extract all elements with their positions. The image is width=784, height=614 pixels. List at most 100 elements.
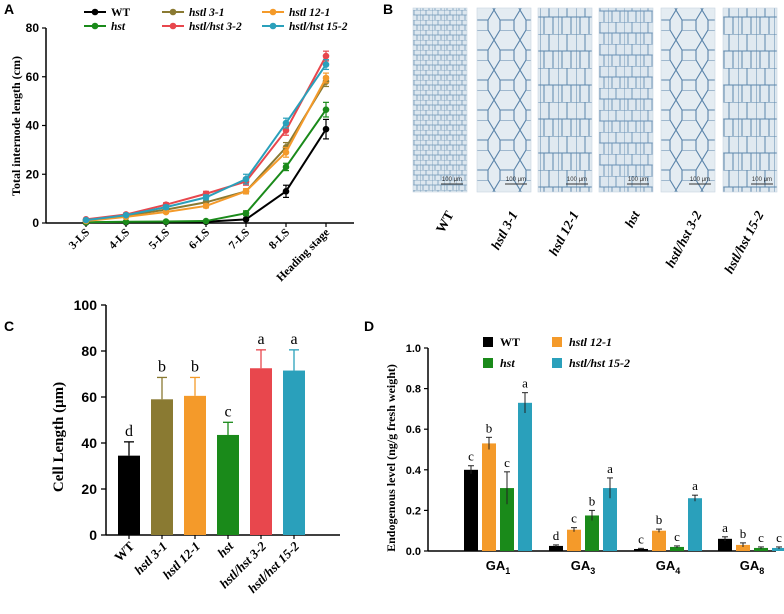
panel-a-x-tick-label: 6-LS (187, 227, 212, 252)
panel-d-bar (518, 402, 532, 551)
panel-d-x-tick-label-subscript: 8 (759, 566, 764, 576)
panel-a-line-chart: Total internode length (cm) 0 20 40 60 80 3-L… (9, 7, 354, 284)
panel-d-bar (603, 488, 617, 551)
panel-a-legend-label: hstl/hst 3-2 (189, 21, 242, 33)
micrograph-frame (537, 7, 593, 193)
panel-a-data-point (242, 188, 250, 195)
panel-c-significance-letter: a (290, 331, 297, 348)
panel-c-bar (217, 434, 239, 535)
panel-a-y-tick-label: 80 (26, 21, 40, 35)
panel-c-significance-letter: c (224, 403, 231, 420)
panel-c-x-tick-label: hstl 12-1 (160, 539, 204, 583)
panel-a-data-point (162, 203, 170, 211)
panel-a-data-point (322, 125, 330, 133)
panel-a-legend-swatch-dot (269, 8, 277, 16)
panel-d-group-ga3: dcb a GA3 (549, 461, 617, 576)
panel-d-x-tick-label-subscript: 4 (675, 566, 680, 576)
panel-c-significance-letter: b (158, 358, 166, 375)
panel-d-x-tick-label: GA4 (656, 558, 681, 576)
micrograph-frame (722, 7, 778, 193)
panel-d-bar (500, 488, 514, 551)
panel-a-data-point (322, 61, 330, 68)
micrograph-image (413, 8, 467, 192)
panel-c-bar (250, 368, 272, 535)
panel-a-x-tick-label: 5-LS (147, 227, 172, 252)
panel-a-data-point (82, 216, 90, 224)
micrograph-hstl-12-1: 100 μm hstl 12-1 (537, 7, 593, 258)
panel-label-a: A (4, 1, 14, 17)
panel-a-y-axis-label: Total internode length (cm) (9, 56, 23, 196)
panel-d-bar (482, 443, 496, 551)
micrograph-image (723, 8, 777, 192)
panel-a-legend-swatch-dot (269, 22, 277, 30)
panel-d-significance-letter: a (522, 376, 528, 391)
panel-a-data-point (202, 202, 210, 210)
panel-c-significance-letter: b (191, 358, 199, 375)
panel-a-data-point (322, 106, 330, 113)
panel-d-x-tick-label-base: GA (740, 558, 760, 573)
panel-a-data-point (242, 216, 250, 223)
micrograph-frame (476, 7, 532, 193)
panel-d-x-tick-label-base: GA (486, 558, 506, 573)
panel-a-data-point (282, 188, 290, 195)
panel-a-data-point (242, 175, 250, 183)
panel-d-x-tick-label-subscript: 1 (505, 566, 510, 576)
panel-d-bar (754, 547, 768, 551)
panel-d-significance-letter: b (486, 420, 493, 435)
panel-d-y-tick-label: 0.6 (406, 424, 421, 436)
micrograph-wt: 100 μm WT (412, 7, 468, 235)
panel-a-legend-label: hstl/hst 15-2 (289, 21, 348, 33)
panel-a-series-hstl-3-1 (82, 76, 330, 224)
panel-d-significance-letter: d (553, 528, 560, 543)
panel-c-y-tick-label: 100 (74, 297, 98, 313)
panel-d-significance-letter: c (571, 511, 577, 526)
panel-c-bar (118, 455, 140, 535)
scale-bar-label: 100 μm (690, 177, 710, 183)
panel-c-bar (184, 395, 206, 535)
panel-a-series-hst (82, 101, 330, 226)
panel-d-legend: WT hst hstl 12-1 hstl/hst 15-2 (483, 335, 630, 370)
panel-d-significance-letter: b (589, 493, 596, 508)
panel-d-significance-letter: c (758, 530, 764, 545)
panel-d-legend-swatch (552, 358, 562, 368)
panel-d-legend-swatch (483, 337, 493, 347)
panel-d-y-tick-label: 0.0 (406, 546, 421, 558)
panel-d-y-tick-label: 1.0 (406, 343, 421, 355)
micrograph-image (538, 8, 592, 192)
panel-d-significance-letter: c (674, 529, 680, 544)
micrograph-label: hstl 12-1 (546, 208, 582, 258)
panel-a-x-tick-label: 7-LS (227, 227, 252, 252)
panel-c-y-tick-label: 20 (81, 481, 97, 497)
micrograph-image (599, 8, 653, 192)
panel-c-y-tick-label: 40 (81, 435, 97, 451)
micrograph-image (477, 8, 531, 192)
panel-c-bar (151, 399, 173, 535)
panel-d-significance-letter: a (692, 478, 698, 493)
panel-d-bar (634, 548, 648, 551)
panel-d-legend-swatch (552, 337, 562, 347)
panel-d-bar (567, 529, 581, 551)
panel-a-legend-swatch-dot (91, 8, 99, 16)
panel-a-data-point (162, 208, 170, 216)
panel-a-legend-label: WT (111, 7, 131, 19)
scale-bar-label: 100 μm (628, 177, 648, 183)
micrograph-frame (660, 7, 716, 193)
panel-a-legend-label: hst (111, 21, 126, 33)
panel-a-x-tick-label: 8-LS (267, 227, 292, 252)
panel-label-c: C (4, 318, 14, 334)
panel-d-legend-label: hstl/hst 15-2 (569, 356, 630, 370)
panel-a-legend-swatch-dot (91, 22, 99, 30)
panel-a-data-point (122, 211, 130, 219)
panel-d-significance-letter: a (607, 461, 613, 476)
panel-d-bar (549, 545, 563, 551)
panel-label-b: B (383, 1, 393, 17)
panel-a-y-tick-label: 20 (26, 167, 40, 181)
panel-d-legend-label: WT (500, 335, 520, 349)
panel-c-y-tick-label: 0 (89, 527, 97, 543)
micrograph-label: hstl/hst 3-2 (662, 208, 704, 270)
panel-d-legend-label: hstl 12-1 (569, 335, 612, 349)
panel-a-data-point (282, 127, 290, 134)
